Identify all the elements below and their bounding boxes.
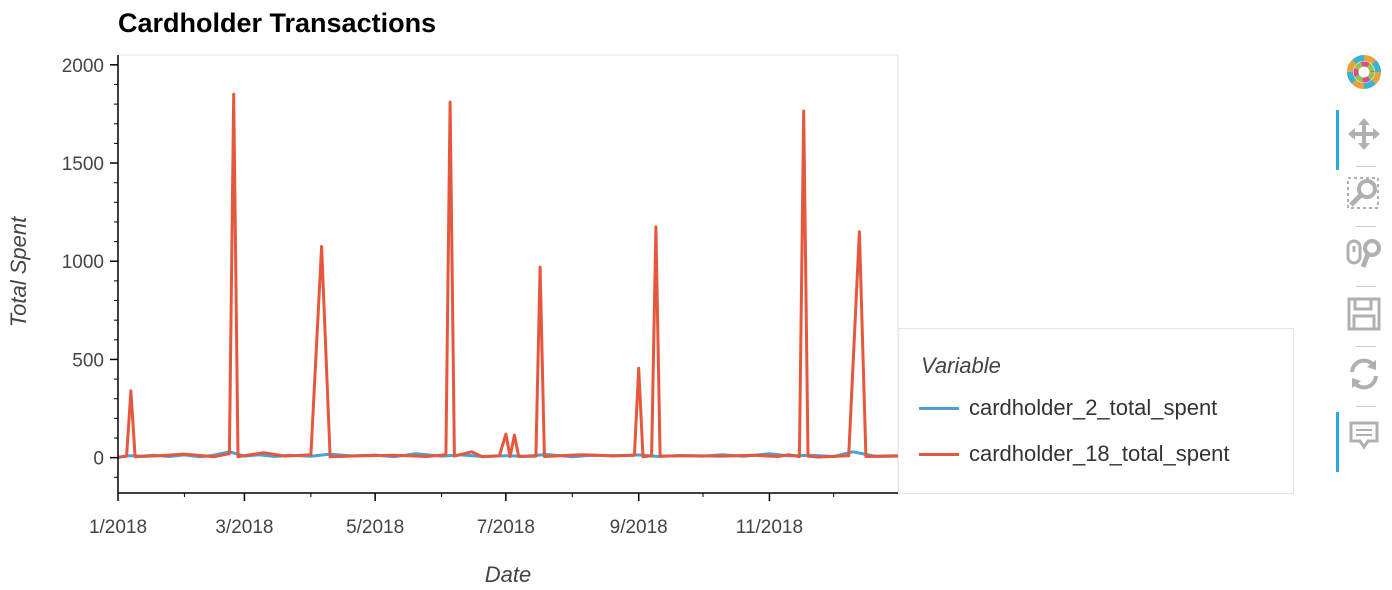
y-tick-label: 500	[72, 350, 104, 371]
y-axis-label: Total Spent	[6, 216, 31, 327]
legend-swatch-cardholder-18	[919, 452, 959, 456]
y-tick-label: 2000	[62, 56, 104, 77]
series-line-cardholder-18-total-spent	[117, 92, 899, 459]
hover-tool-icon[interactable]	[1336, 412, 1386, 472]
legend-label-cardholder-2: cardholder_2_total_spent	[969, 395, 1218, 420]
legend: Variable cardholder_2_total_spent cardho…	[898, 328, 1294, 494]
reset-tool-icon[interactable]	[1342, 354, 1386, 394]
x-tick-label: 1/2018	[89, 517, 147, 538]
axes-layer: 0 500 1000 1500 2000 1/2018 3/2018 5/2018 7/2018…	[62, 55, 898, 538]
chart-plot[interactable]: 0 500 1000 1500 2000 1/2018 3/2018 5/2018 7/2018…	[0, 0, 900, 590]
legend-swatch-cardholder-2	[919, 406, 959, 410]
y-tick-label: 1000	[62, 252, 104, 273]
legend-label-cardholder-18: cardholder_18_total_spent	[969, 441, 1230, 466]
x-tick-label: 9/2018	[610, 517, 668, 538]
legend-title: Variable	[921, 353, 1001, 378]
y-tick-label: 1500	[62, 154, 104, 175]
pan-tool-icon[interactable]	[1336, 110, 1386, 170]
legend-item-cardholder-2[interactable]: cardholder_2_total_spent	[919, 393, 1217, 423]
y-tick-label: 0	[93, 449, 104, 470]
chart-title: Cardholder Transactions	[118, 8, 437, 38]
bokeh-logo-icon[interactable]	[1342, 52, 1386, 92]
series-layer	[117, 92, 899, 459]
chart-toolbar	[1334, 52, 1392, 482]
x-axis-label: Date	[485, 562, 531, 587]
wheel-zoom-tool-icon[interactable]	[1342, 234, 1386, 274]
save-tool-icon[interactable]	[1342, 294, 1386, 334]
x-tick-label: 5/2018	[346, 517, 404, 538]
x-tick-label: 3/2018	[215, 517, 273, 538]
x-tick-label: 7/2018	[477, 517, 535, 538]
box-zoom-tool-icon[interactable]	[1342, 174, 1386, 214]
x-tick-label: 11/2018	[736, 517, 803, 538]
plot-frame	[117, 54, 899, 494]
legend-item-cardholder-18[interactable]: cardholder_18_total_spent	[919, 439, 1230, 469]
